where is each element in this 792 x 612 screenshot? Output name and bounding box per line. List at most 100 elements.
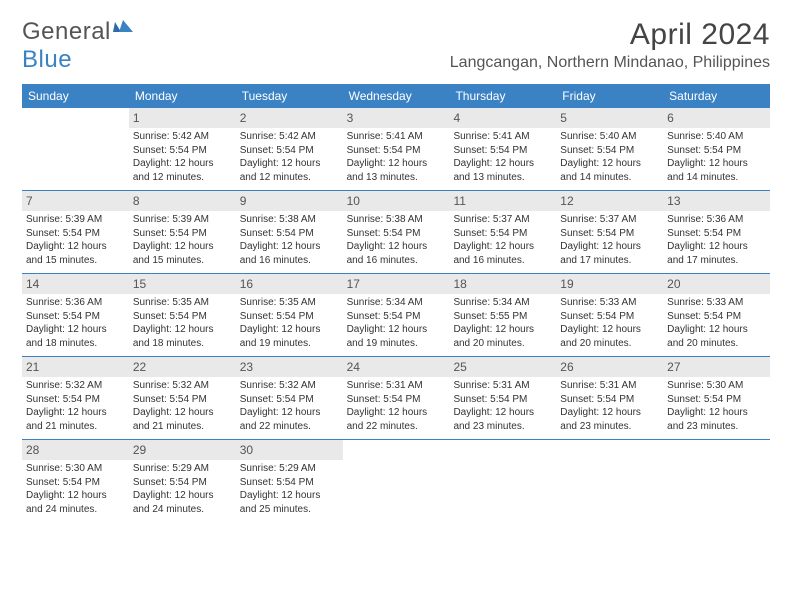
daylight-text: and 20 minutes.: [453, 337, 552, 351]
sunset-text: Sunset: 5:54 PM: [453, 227, 552, 241]
day-cell: 9Sunrise: 5:38 AMSunset: 5:54 PMDaylight…: [236, 191, 343, 273]
sunrise-text: Sunrise: 5:40 AM: [560, 130, 659, 144]
daylight-text: and 21 minutes.: [133, 420, 232, 434]
day-number: 25: [449, 357, 556, 377]
day-number: 17: [343, 274, 450, 294]
calendar: Sunday Monday Tuesday Wednesday Thursday…: [22, 84, 770, 522]
daylight-text: and 14 minutes.: [560, 171, 659, 185]
day-cell: 12Sunrise: 5:37 AMSunset: 5:54 PMDayligh…: [556, 191, 663, 273]
daylight-text: Daylight: 12 hours: [240, 406, 339, 420]
daylight-text: and 16 minutes.: [453, 254, 552, 268]
day-number: 22: [129, 357, 236, 377]
daylight-text: Daylight: 12 hours: [347, 240, 446, 254]
day-cell: 1Sunrise: 5:42 AMSunset: 5:54 PMDaylight…: [129, 108, 236, 190]
daylight-text: and 16 minutes.: [347, 254, 446, 268]
daylight-text: Daylight: 12 hours: [453, 157, 552, 171]
daylight-text: Daylight: 12 hours: [560, 323, 659, 337]
sunrise-text: Sunrise: 5:35 AM: [133, 296, 232, 310]
day-number: 18: [449, 274, 556, 294]
weekday-label: Sunday: [22, 84, 129, 108]
daylight-text: Daylight: 12 hours: [240, 157, 339, 171]
week-row: 14Sunrise: 5:36 AMSunset: 5:54 PMDayligh…: [22, 274, 770, 357]
daylight-text: and 17 minutes.: [560, 254, 659, 268]
weekday-header-row: Sunday Monday Tuesday Wednesday Thursday…: [22, 84, 770, 108]
daylight-text: and 18 minutes.: [133, 337, 232, 351]
day-number: 11: [449, 191, 556, 211]
day-cell: 22Sunrise: 5:32 AMSunset: 5:54 PMDayligh…: [129, 357, 236, 439]
daylight-text: and 19 minutes.: [347, 337, 446, 351]
day-number: 24: [343, 357, 450, 377]
day-number: 28: [22, 440, 129, 460]
daylight-text: Daylight: 12 hours: [560, 240, 659, 254]
sunrise-text: Sunrise: 5:34 AM: [453, 296, 552, 310]
day-body: Sunrise: 5:38 AMSunset: 5:54 PMDaylight:…: [236, 211, 343, 271]
sunrise-text: Sunrise: 5:33 AM: [560, 296, 659, 310]
sunrise-text: Sunrise: 5:33 AM: [667, 296, 766, 310]
day-cell: [22, 108, 129, 190]
day-cell: 11Sunrise: 5:37 AMSunset: 5:54 PMDayligh…: [449, 191, 556, 273]
day-number: 3: [343, 108, 450, 128]
day-cell: 16Sunrise: 5:35 AMSunset: 5:54 PMDayligh…: [236, 274, 343, 356]
calendar-weeks: 1Sunrise: 5:42 AMSunset: 5:54 PMDaylight…: [22, 108, 770, 522]
day-number: 2: [236, 108, 343, 128]
day-cell: 3Sunrise: 5:41 AMSunset: 5:54 PMDaylight…: [343, 108, 450, 190]
sunrise-text: Sunrise: 5:32 AM: [26, 379, 125, 393]
day-number: 10: [343, 191, 450, 211]
day-cell: 7Sunrise: 5:39 AMSunset: 5:54 PMDaylight…: [22, 191, 129, 273]
day-body: Sunrise: 5:36 AMSunset: 5:54 PMDaylight:…: [663, 211, 770, 271]
sunrise-text: Sunrise: 5:36 AM: [26, 296, 125, 310]
weekday-label: Thursday: [449, 84, 556, 108]
sunset-text: Sunset: 5:54 PM: [133, 144, 232, 158]
day-cell: 14Sunrise: 5:36 AMSunset: 5:54 PMDayligh…: [22, 274, 129, 356]
day-cell: 28Sunrise: 5:30 AMSunset: 5:54 PMDayligh…: [22, 440, 129, 522]
sunset-text: Sunset: 5:54 PM: [240, 144, 339, 158]
sunset-text: Sunset: 5:54 PM: [560, 310, 659, 324]
day-cell: 5Sunrise: 5:40 AMSunset: 5:54 PMDaylight…: [556, 108, 663, 190]
sunset-text: Sunset: 5:54 PM: [26, 227, 125, 241]
sunset-text: Sunset: 5:54 PM: [667, 144, 766, 158]
day-body: Sunrise: 5:31 AMSunset: 5:54 PMDaylight:…: [343, 377, 450, 437]
day-cell: 2Sunrise: 5:42 AMSunset: 5:54 PMDaylight…: [236, 108, 343, 190]
day-body: Sunrise: 5:32 AMSunset: 5:54 PMDaylight:…: [22, 377, 129, 437]
day-cell: 6Sunrise: 5:40 AMSunset: 5:54 PMDaylight…: [663, 108, 770, 190]
daylight-text: Daylight: 12 hours: [560, 406, 659, 420]
daylight-text: and 19 minutes.: [240, 337, 339, 351]
day-body: Sunrise: 5:29 AMSunset: 5:54 PMDaylight:…: [129, 460, 236, 520]
sunrise-text: Sunrise: 5:29 AM: [240, 462, 339, 476]
daylight-text: Daylight: 12 hours: [453, 406, 552, 420]
day-number: 19: [556, 274, 663, 294]
weekday-label: Saturday: [663, 84, 770, 108]
sunset-text: Sunset: 5:54 PM: [133, 393, 232, 407]
sunset-text: Sunset: 5:54 PM: [240, 476, 339, 490]
daylight-text: and 12 minutes.: [240, 171, 339, 185]
sunrise-text: Sunrise: 5:32 AM: [133, 379, 232, 393]
day-body: Sunrise: 5:30 AMSunset: 5:54 PMDaylight:…: [663, 377, 770, 437]
day-body: Sunrise: 5:34 AMSunset: 5:55 PMDaylight:…: [449, 294, 556, 354]
daylight-text: and 15 minutes.: [133, 254, 232, 268]
day-body: Sunrise: 5:42 AMSunset: 5:54 PMDaylight:…: [129, 128, 236, 188]
weekday-label: Wednesday: [343, 84, 450, 108]
day-body: Sunrise: 5:32 AMSunset: 5:54 PMDaylight:…: [236, 377, 343, 437]
day-cell: 29Sunrise: 5:29 AMSunset: 5:54 PMDayligh…: [129, 440, 236, 522]
header: General Blue April 2024 Langcangan, Nort…: [22, 18, 770, 74]
day-body: Sunrise: 5:32 AMSunset: 5:54 PMDaylight:…: [129, 377, 236, 437]
sunset-text: Sunset: 5:54 PM: [453, 393, 552, 407]
daylight-text: and 20 minutes.: [560, 337, 659, 351]
day-number: 20: [663, 274, 770, 294]
daylight-text: and 20 minutes.: [667, 337, 766, 351]
daylight-text: Daylight: 12 hours: [26, 489, 125, 503]
sunset-text: Sunset: 5:54 PM: [133, 227, 232, 241]
day-body: Sunrise: 5:38 AMSunset: 5:54 PMDaylight:…: [343, 211, 450, 271]
sunrise-text: Sunrise: 5:38 AM: [347, 213, 446, 227]
day-number: 29: [129, 440, 236, 460]
daylight-text: and 22 minutes.: [347, 420, 446, 434]
sunrise-text: Sunrise: 5:41 AM: [453, 130, 552, 144]
sunset-text: Sunset: 5:54 PM: [667, 227, 766, 241]
daylight-text: and 21 minutes.: [26, 420, 125, 434]
location: Langcangan, Northern Mindanao, Philippin…: [450, 54, 770, 72]
week-row: 21Sunrise: 5:32 AMSunset: 5:54 PMDayligh…: [22, 357, 770, 440]
daylight-text: and 23 minutes.: [453, 420, 552, 434]
daylight-text: Daylight: 12 hours: [133, 406, 232, 420]
weekday-label: Tuesday: [236, 84, 343, 108]
day-body: Sunrise: 5:31 AMSunset: 5:54 PMDaylight:…: [556, 377, 663, 437]
